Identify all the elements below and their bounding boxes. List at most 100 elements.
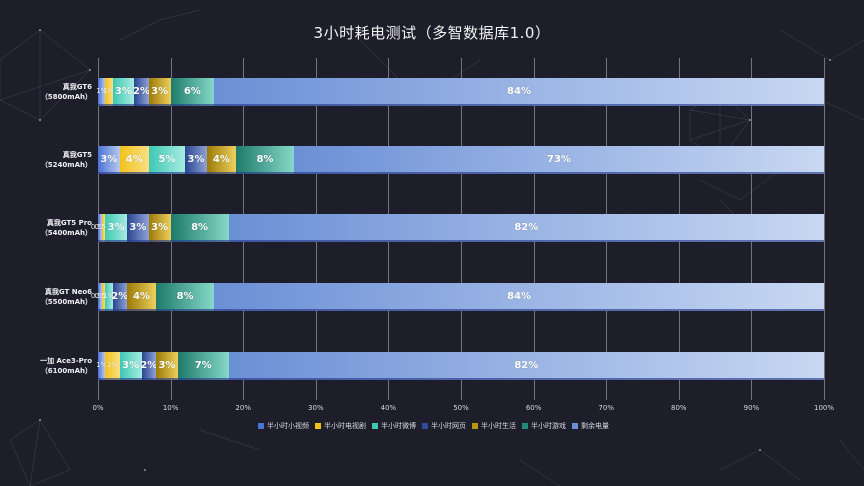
device-battery: （5240mAh）: [40, 161, 92, 169]
bar-segment[interactable]: 73%: [293, 146, 824, 174]
segment-label: 0.5%: [94, 292, 113, 300]
bar-segment[interactable]: 8%: [170, 214, 229, 242]
segment-label: 1%: [103, 292, 115, 300]
segment-label: 1%: [96, 361, 108, 369]
segment-label: 8%: [191, 221, 209, 233]
bar-segment[interactable]: 0.5%: [91, 283, 109, 311]
segment-label: 2%: [133, 85, 151, 97]
device-name: 真我GT6: [62, 83, 92, 91]
bar-segment[interactable]: 7%: [177, 352, 229, 380]
bar-segment[interactable]: 3%: [127, 214, 149, 242]
segment-label: 3%: [122, 359, 140, 371]
device-battery: （5800mAh）: [40, 93, 92, 101]
bar-segment[interactable]: 4%: [206, 146, 236, 174]
legend-item[interactable]: 半小时微博: [372, 421, 416, 431]
bar-segment[interactable]: 3%: [156, 352, 178, 380]
segment-label: 3%: [151, 85, 169, 97]
legend-swatch-icon: [472, 423, 478, 429]
bar-segment[interactable]: 4%: [127, 283, 157, 311]
legend-item[interactable]: 半小时网页: [422, 421, 466, 431]
bar-segment[interactable]: 1%: [103, 283, 115, 311]
segment-label: 1%: [103, 87, 115, 95]
bar-segment[interactable]: 1%: [96, 352, 108, 380]
legend-swatch-icon: [522, 423, 528, 429]
device-battery: （5400mAh）: [40, 229, 92, 237]
legend-swatch-icon: [258, 423, 264, 429]
plot-area: 0% 10% 20% 30% 40% 50% 60% 70% 80% 90% 100% 1% 1% 3% 2…: [91, 58, 834, 412]
segment-label: 84%: [507, 290, 531, 302]
bar-segment[interactable]: 82%: [228, 214, 824, 242]
bar-segment[interactable]: 0.5%: [95, 214, 112, 242]
segment-label: 5%: [158, 153, 176, 165]
legend-item[interactable]: 剩余电量: [572, 421, 609, 431]
x-tick-label: 80%: [671, 404, 687, 412]
bar-row: 1% 2% 3% 2% 3% 7% 82%: [96, 352, 824, 380]
x-tick-label: 100%: [813, 404, 834, 412]
bar-segment[interactable]: 1%: [96, 78, 108, 106]
y-category-label: 真我GT6 （5800mAh）: [0, 82, 92, 102]
x-tick-label: 10%: [162, 404, 179, 412]
legend-label: 半小时生活: [481, 422, 516, 430]
segment-label: 1%: [96, 87, 108, 95]
legend-swatch-icon: [422, 423, 428, 429]
x-tick-label: 40%: [380, 404, 397, 412]
legend-label: 半小时网页: [431, 422, 466, 430]
segment-label: 6%: [183, 85, 201, 97]
bar-segment[interactable]: 5%: [148, 146, 186, 174]
bar-segment[interactable]: 8%: [156, 283, 215, 311]
y-category-label: 真我GT5 （5240mAh）: [0, 150, 92, 170]
segment-label: 82%: [514, 221, 539, 233]
segment-label: 3%: [151, 221, 169, 233]
device-battery: （6100mAh）: [40, 367, 92, 375]
bar-row: 0.5% 0.5% 1% 2% 4% 8% 84%: [91, 283, 824, 311]
bar-segment[interactable]: 3%: [148, 214, 171, 242]
legend-label: 半小时微博: [381, 422, 416, 430]
segment-label: 3%: [129, 221, 147, 233]
segment-label: 4%: [212, 153, 230, 165]
bar-segment[interactable]: 84%: [214, 78, 824, 106]
device-name: 真我GT5 Pro: [46, 219, 92, 227]
bar-segment[interactable]: 2%: [140, 352, 158, 380]
gridline: [824, 58, 825, 400]
legend-label: 剩余电量: [581, 422, 609, 430]
x-tick-label: 90%: [743, 404, 760, 412]
legend-item[interactable]: 半小时生活: [472, 421, 516, 431]
bar-segment[interactable]: 4%: [119, 146, 149, 174]
segment-label: 73%: [546, 153, 571, 165]
y-category-label: 真我GT Neo6 （5500mAh）: [0, 287, 92, 307]
bar-segment[interactable]: 8%: [235, 146, 294, 174]
legend-swatch-icon: [572, 423, 578, 429]
bar-row: 1% 1% 3% 2% 3% 6% 84%: [96, 78, 824, 106]
bar-segment[interactable]: 82%: [228, 352, 824, 380]
bar-segment[interactable]: 3%: [112, 78, 135, 106]
bar-segment[interactable]: 2%: [105, 352, 120, 380]
bar-segment[interactable]: 6%: [170, 78, 215, 106]
bar-segment[interactable]: 2%: [111, 283, 128, 311]
segment-label: 84%: [507, 85, 531, 97]
legend-item[interactable]: 半小时小视频: [258, 421, 309, 431]
segment-label: 4%: [125, 153, 143, 165]
segment-label: 2%: [140, 359, 158, 371]
y-category-label: 一加 Ace3-Pro （6100mAh）: [0, 356, 92, 376]
segment-label: 7%: [194, 359, 212, 371]
legend-item[interactable]: 半小时电视剧: [315, 421, 366, 431]
x-tick-label: 50%: [453, 404, 469, 412]
bar-segment[interactable]: 3%: [119, 352, 142, 380]
bar-segment[interactable]: 0.5%: [95, 283, 112, 311]
device-name: 一加 Ace3-Pro: [40, 357, 92, 365]
bar-segment[interactable]: 3%: [185, 146, 207, 174]
bar-segment[interactable]: 84%: [214, 283, 824, 311]
device-name: 真我GT5: [62, 151, 92, 159]
bar-segment[interactable]: 1%: [103, 78, 115, 106]
bar-segment[interactable]: 2%: [133, 78, 151, 106]
bar-segment[interactable]: 3%: [105, 214, 128, 242]
bar-segment[interactable]: 3%: [148, 78, 171, 106]
segment-label: 0.5%: [90, 292, 109, 300]
legend-item[interactable]: 半小时游戏: [522, 421, 566, 431]
bar-segment[interactable]: 0.5%: [91, 214, 109, 242]
segment-label: 3%: [187, 153, 205, 165]
segment-label: 4%: [133, 290, 151, 302]
x-tick-label: 70%: [598, 404, 614, 412]
chart-title: 3小时耗电测试（多智数据库1.0）: [313, 24, 551, 42]
bar-segment[interactable]: 3%: [98, 146, 120, 174]
